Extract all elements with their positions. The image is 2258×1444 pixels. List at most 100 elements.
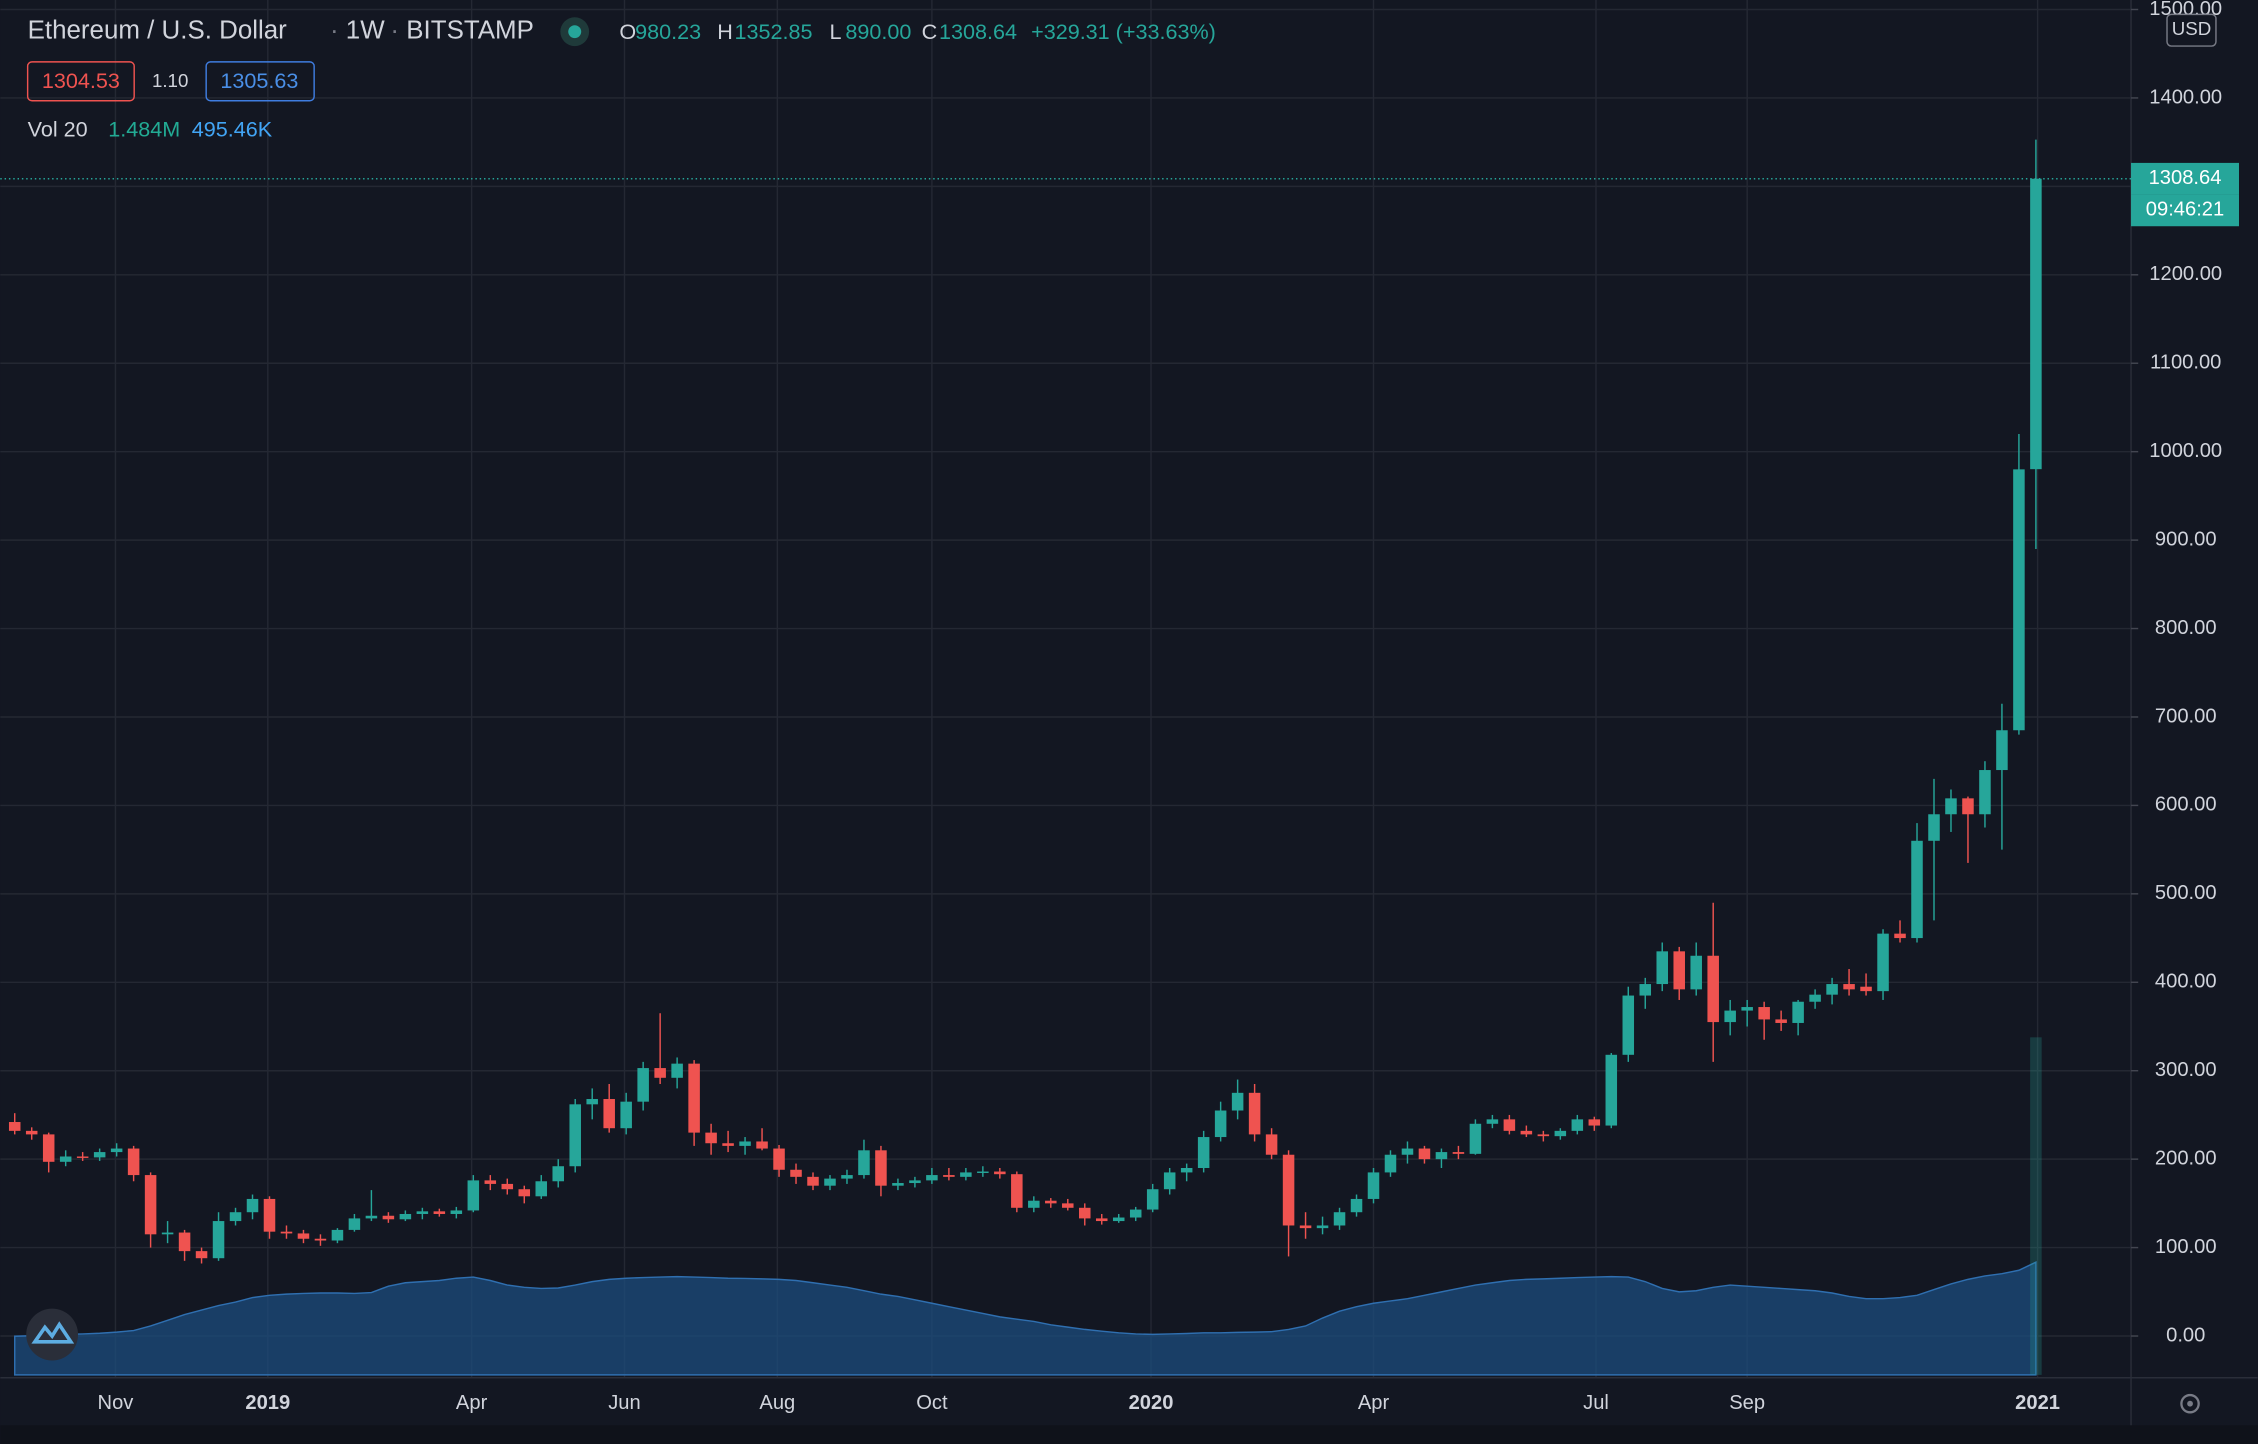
candle-body — [1656, 951, 1668, 985]
x-tick-label: 2020 — [1129, 1392, 1174, 1414]
candle-body — [42, 1134, 55, 1162]
settings-gear[interactable] — [2180, 1393, 2200, 1414]
candle-body — [552, 1166, 564, 1182]
separator: · — [390, 17, 399, 45]
y-tick-label: 800.00 — [2155, 617, 2217, 639]
bid-box[interactable] — [26, 61, 135, 102]
spread: 1.10 — [152, 70, 188, 91]
candle-body — [518, 1189, 531, 1197]
candle-body — [467, 1180, 480, 1211]
candle-body — [790, 1169, 802, 1177]
candle-body — [1979, 770, 1991, 815]
candle-body — [1112, 1217, 1125, 1222]
candle-body — [1588, 1119, 1601, 1126]
candle-body — [1826, 984, 1838, 995]
interval[interactable]: 1W — [346, 17, 385, 45]
candle-body — [739, 1141, 751, 1146]
y-tick-label: 900.00 — [2155, 528, 2217, 550]
candle-body — [1554, 1130, 1567, 1137]
candle-body — [1028, 1200, 1040, 1208]
candle-body — [960, 1172, 972, 1177]
separator: · — [330, 17, 339, 45]
candle-body — [1860, 986, 1872, 992]
candle-body — [1282, 1154, 1295, 1226]
candle-body — [127, 1148, 140, 1176]
candle-body — [1707, 955, 1719, 1023]
candle-body — [1129, 1209, 1142, 1218]
candle-body — [603, 1099, 615, 1129]
candle-body — [1843, 984, 1855, 990]
candle-body — [637, 1068, 649, 1102]
candle-body — [722, 1143, 734, 1146]
volume-pane — [14, 1037, 2042, 1376]
y-tick-label: 1000.00 — [2149, 440, 2222, 462]
x-tick-label: Apr — [1358, 1392, 1390, 1414]
currency-box[interactable] — [2166, 13, 2217, 47]
x-tick-label: Apr — [456, 1392, 488, 1414]
candle-body — [1197, 1137, 1210, 1168]
candle-body — [314, 1238, 327, 1241]
candle-body — [1877, 933, 1889, 992]
candle-body — [705, 1132, 717, 1144]
candle-body — [1775, 1019, 1787, 1023]
candle-body — [926, 1175, 938, 1181]
close-value: 1308.64 — [939, 19, 1017, 44]
candle-body — [1639, 984, 1652, 996]
candle-body — [1011, 1174, 1023, 1208]
candle-body — [1452, 1152, 1465, 1154]
currency: USD — [2172, 18, 2212, 39]
low-value: 890.00 — [845, 19, 911, 44]
candle-body — [1350, 1198, 1363, 1213]
volume-name: Vol 20 — [28, 117, 88, 142]
candle-body — [1316, 1225, 1329, 1229]
candle-body — [501, 1183, 514, 1190]
candle-body — [1605, 1054, 1618, 1126]
candle-body — [1622, 995, 1635, 1055]
volume-ma-value: 495.46K — [192, 117, 273, 142]
candle-body — [1180, 1167, 1193, 1173]
candle-body — [1962, 798, 1974, 815]
candle-body — [1079, 1207, 1091, 1219]
candle-body — [1146, 1189, 1159, 1210]
candle-body — [1945, 798, 1957, 815]
candle-body — [399, 1213, 412, 1220]
countdown-tag — [2131, 194, 2239, 227]
candle-body — [76, 1156, 89, 1158]
x-tick-label: Nov — [98, 1392, 134, 1414]
open-value: 980.23 — [635, 19, 701, 44]
candle-body — [297, 1233, 310, 1239]
x-tick-label: Jun — [608, 1392, 640, 1414]
gear-hub — [2187, 1400, 2193, 1407]
symbol-title: Ethereum / U.S. Dollar — [28, 17, 288, 45]
ask-box[interactable] — [205, 61, 315, 102]
countdown-label: 09:46:21 — [2146, 199, 2224, 221]
candle-body — [263, 1198, 276, 1232]
high-letter: H — [717, 19, 733, 44]
grid — [0, 0, 2132, 1378]
candle-body — [841, 1175, 853, 1179]
candle-body — [144, 1175, 157, 1235]
last-price-tag — [2131, 162, 2239, 195]
candle-body — [1095, 1218, 1108, 1222]
candle-body — [1894, 933, 1906, 939]
candle-body — [892, 1183, 904, 1186]
high-value: 1352.85 — [735, 19, 813, 44]
open-letter: O — [619, 19, 636, 44]
candle-body — [1486, 1119, 1499, 1124]
x-tick-label: Aug — [759, 1392, 795, 1414]
candle-body — [875, 1150, 887, 1186]
candle-body — [1367, 1172, 1380, 1199]
candle-body — [1163, 1172, 1176, 1190]
candle-body — [1537, 1134, 1550, 1137]
candle-body — [1435, 1152, 1448, 1160]
y-tick-label: 1100.00 — [2150, 352, 2221, 374]
candle-body — [1911, 840, 1923, 939]
gear-ring — [2180, 1393, 2200, 1414]
candle-body — [773, 1148, 785, 1170]
candle-body — [688, 1063, 700, 1133]
candle-body — [1724, 1010, 1736, 1023]
volume-bar — [2030, 1037, 2042, 1375]
candle-body — [1062, 1203, 1074, 1208]
